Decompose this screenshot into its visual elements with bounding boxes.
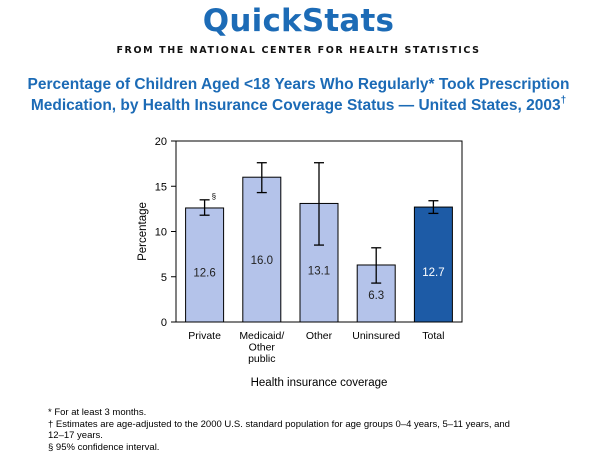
y-tick-label-10: 10 bbox=[155, 227, 167, 239]
title-line-1: Percentage of Children Aged <18 Years Wh… bbox=[27, 76, 570, 93]
x-category-label-1-line-0: Medicaid/ bbox=[239, 330, 284, 342]
title-dagger-mark: † bbox=[560, 94, 567, 106]
y-tick-label-5: 5 bbox=[161, 272, 167, 284]
quickstats-brand: QuickStats bbox=[202, 3, 395, 39]
chart-title: Percentage of Children Aged <18 Years Wh… bbox=[0, 74, 597, 116]
x-category-label-2: Other bbox=[306, 330, 333, 342]
value-label-2: 13.1 bbox=[308, 266, 330, 278]
value-label-4: 12.7 bbox=[422, 267, 444, 279]
ci-footnote-mark: § bbox=[212, 192, 216, 201]
y-axis-label: Percentage bbox=[137, 202, 149, 261]
x-category-label-3: Uninsured bbox=[352, 330, 400, 342]
x-axis-label: Health insurance coverage bbox=[251, 377, 388, 389]
title-line-2: Medication, by Health Insurance Coverage… bbox=[0, 95, 597, 116]
footnote-2-continued: 12–17 years. bbox=[48, 430, 103, 441]
y-tick-label-0: 0 bbox=[161, 317, 167, 329]
footnote-2: † Estimates are age-adjusted to the 2000… bbox=[48, 419, 510, 430]
footnote-2-mark: † bbox=[48, 419, 54, 430]
footnote-3: § 95% confidence interval. bbox=[48, 442, 159, 453]
bar-0 bbox=[185, 207, 225, 323]
bar-1 bbox=[242, 176, 282, 323]
footnote-1-mark: * bbox=[48, 407, 52, 418]
value-label-0: 12.6 bbox=[193, 267, 215, 279]
footnote-3-text: 95% confidence interval. bbox=[53, 442, 160, 453]
y-tick-label-20: 20 bbox=[155, 136, 167, 148]
value-label-1: 16.0 bbox=[251, 255, 273, 267]
footnote-2-text: Estimates are age-adjusted to the 2000 U… bbox=[53, 419, 510, 430]
x-category-label-1-line-1: Other bbox=[249, 342, 276, 354]
bar-4 bbox=[413, 206, 453, 323]
x-category-label-1-line-2: public bbox=[248, 353, 275, 365]
footnote-1-text: For at least 3 months. bbox=[51, 407, 147, 418]
title-line-2-text: Medication, by Health Insurance Coverage… bbox=[30, 97, 561, 114]
y-tick-label-15: 15 bbox=[155, 181, 167, 193]
source-line: FROM THE NATIONAL CENTER FOR HEALTH STAT… bbox=[116, 45, 481, 56]
x-category-label-0: Private bbox=[188, 330, 221, 342]
x-category-label-4: Total bbox=[422, 330, 444, 342]
value-label-3: 6.3 bbox=[368, 290, 384, 302]
footnote-3-mark: § bbox=[48, 442, 54, 453]
footnote-1: * For at least 3 months. bbox=[48, 407, 146, 418]
